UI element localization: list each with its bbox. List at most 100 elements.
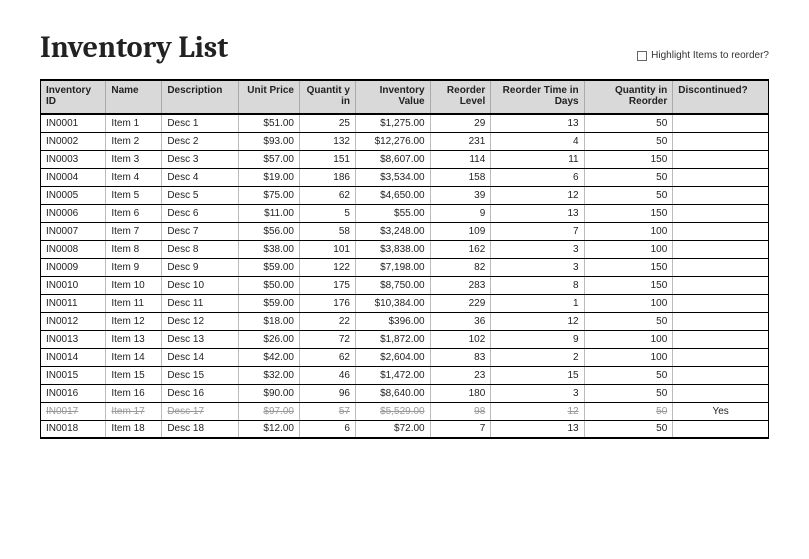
cell-qreorder: 50 [584, 186, 673, 204]
table-row: IN0001Item 1Desc 1$51.0025$1,275.0029135… [41, 114, 769, 132]
col-header-id: Inventory ID [41, 80, 106, 114]
cell-qreorder: 50 [584, 114, 673, 132]
col-header-name: Name [106, 80, 162, 114]
cell-reorder: 82 [430, 258, 491, 276]
cell-id: IN0009 [41, 258, 106, 276]
cell-value: $3,248.00 [355, 222, 430, 240]
cell-desc: Desc 4 [162, 168, 239, 186]
table-row: IN0009Item 9Desc 9$59.00122$7,198.008231… [41, 258, 769, 276]
cell-time: 13 [491, 204, 584, 222]
cell-name: Item 3 [106, 150, 162, 168]
cell-value: $12,276.00 [355, 132, 430, 150]
cell-disc [673, 240, 769, 258]
cell-value: $55.00 [355, 204, 430, 222]
table-row: IN0007Item 7Desc 7$56.0058$3,248.0010971… [41, 222, 769, 240]
cell-disc [673, 348, 769, 366]
cell-desc: Desc 10 [162, 276, 239, 294]
cell-time: 12 [491, 186, 584, 204]
table-row: IN0014Item 14Desc 14$42.0062$2,604.00832… [41, 348, 769, 366]
cell-id: IN0010 [41, 276, 106, 294]
cell-id: IN0007 [41, 222, 106, 240]
cell-reorder: 109 [430, 222, 491, 240]
table-row: IN0008Item 8Desc 8$38.00101$3,838.001623… [41, 240, 769, 258]
cell-desc: Desc 14 [162, 348, 239, 366]
highlight-reorder-label: Highlight Items to reorder? [651, 50, 769, 61]
cell-desc: Desc 6 [162, 204, 239, 222]
cell-time: 12 [491, 402, 584, 420]
cell-value: $72.00 [355, 420, 430, 438]
cell-qreorder: 150 [584, 258, 673, 276]
cell-qty: 22 [299, 312, 355, 330]
cell-value: $7,198.00 [355, 258, 430, 276]
cell-reorder: 162 [430, 240, 491, 258]
cell-qty: 72 [299, 330, 355, 348]
cell-id: IN0005 [41, 186, 106, 204]
cell-time: 6 [491, 168, 584, 186]
cell-id: IN0002 [41, 132, 106, 150]
cell-price: $42.00 [239, 348, 300, 366]
cell-qty: 62 [299, 348, 355, 366]
cell-desc: Desc 1 [162, 114, 239, 132]
cell-price: $93.00 [239, 132, 300, 150]
cell-id: IN0014 [41, 348, 106, 366]
cell-price: $75.00 [239, 186, 300, 204]
table-header: Inventory IDNameDescriptionUnit PriceQua… [41, 80, 769, 114]
cell-disc [673, 420, 769, 438]
cell-price: $59.00 [239, 258, 300, 276]
table-row: IN0010Item 10Desc 10$50.00175$8,750.0028… [41, 276, 769, 294]
cell-qreorder: 150 [584, 150, 673, 168]
cell-value: $5,529.00 [355, 402, 430, 420]
table-body: IN0001Item 1Desc 1$51.0025$1,275.0029135… [41, 114, 769, 438]
table-row: IN0005Item 5Desc 5$75.0062$4,650.0039125… [41, 186, 769, 204]
inventory-table: Inventory IDNameDescriptionUnit PriceQua… [40, 79, 769, 439]
cell-value: $1,275.00 [355, 114, 430, 132]
cell-qreorder: 100 [584, 348, 673, 366]
cell-value: $3,534.00 [355, 168, 430, 186]
cell-time: 7 [491, 222, 584, 240]
col-header-value: Inventory Value [355, 80, 430, 114]
cell-desc: Desc 17 [162, 402, 239, 420]
cell-disc [673, 186, 769, 204]
cell-name: Item 11 [106, 294, 162, 312]
cell-reorder: 283 [430, 276, 491, 294]
cell-disc [673, 384, 769, 402]
cell-value: $1,872.00 [355, 330, 430, 348]
cell-name: Item 10 [106, 276, 162, 294]
cell-time: 1 [491, 294, 584, 312]
cell-qty: 62 [299, 186, 355, 204]
cell-reorder: 158 [430, 168, 491, 186]
cell-name: Item 15 [106, 366, 162, 384]
cell-qty: 96 [299, 384, 355, 402]
cell-disc: Yes [673, 402, 769, 420]
cell-qreorder: 50 [584, 168, 673, 186]
page-title: Inventory List [40, 30, 228, 65]
cell-price: $56.00 [239, 222, 300, 240]
cell-reorder: 7 [430, 420, 491, 438]
cell-name: Item 13 [106, 330, 162, 348]
cell-reorder: 114 [430, 150, 491, 168]
cell-time: 11 [491, 150, 584, 168]
cell-desc: Desc 18 [162, 420, 239, 438]
cell-disc [673, 276, 769, 294]
cell-qreorder: 150 [584, 204, 673, 222]
cell-reorder: 23 [430, 366, 491, 384]
cell-time: 2 [491, 348, 584, 366]
checkbox-icon [637, 51, 647, 61]
table-row: IN0004Item 4Desc 4$19.00186$3,534.001586… [41, 168, 769, 186]
cell-reorder: 39 [430, 186, 491, 204]
table-row: IN0006Item 6Desc 6$11.005$55.00913150 [41, 204, 769, 222]
cell-reorder: 29 [430, 114, 491, 132]
cell-name: Item 7 [106, 222, 162, 240]
cell-id: IN0001 [41, 114, 106, 132]
col-header-qreorder: Quantity in Reorder [584, 80, 673, 114]
cell-id: IN0015 [41, 366, 106, 384]
table-row: IN0018Item 18Desc 18$12.006$72.0071350 [41, 420, 769, 438]
cell-name: Item 16 [106, 384, 162, 402]
highlight-reorder-checkbox[interactable]: Highlight Items to reorder? [637, 50, 769, 65]
cell-name: Item 12 [106, 312, 162, 330]
cell-name: Item 17 [106, 402, 162, 420]
cell-qreorder: 150 [584, 276, 673, 294]
cell-qreorder: 50 [584, 402, 673, 420]
cell-qreorder: 50 [584, 384, 673, 402]
cell-time: 3 [491, 384, 584, 402]
